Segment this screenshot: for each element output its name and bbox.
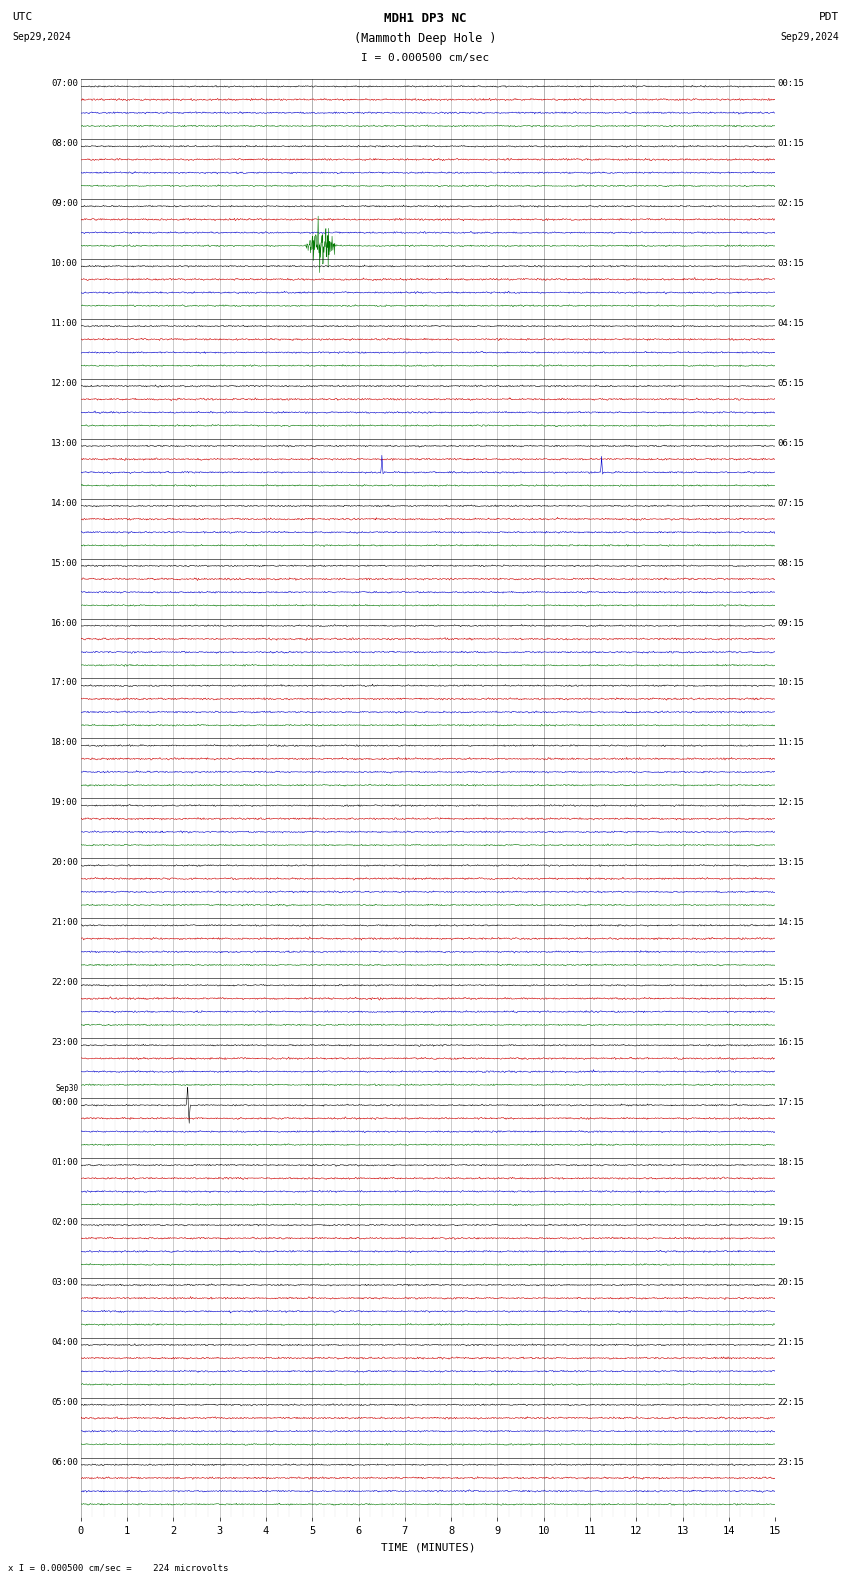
Text: 23:00: 23:00 xyxy=(51,1038,78,1047)
Text: 19:15: 19:15 xyxy=(778,1218,805,1228)
Text: 06:15: 06:15 xyxy=(778,439,805,448)
Text: 13:15: 13:15 xyxy=(778,859,805,868)
Text: 03:15: 03:15 xyxy=(778,258,805,268)
Text: 14:00: 14:00 xyxy=(51,499,78,508)
Text: PDT: PDT xyxy=(819,11,839,22)
Text: 06:00: 06:00 xyxy=(51,1457,78,1467)
Text: 11:00: 11:00 xyxy=(51,318,78,328)
Text: 16:15: 16:15 xyxy=(778,1038,805,1047)
Text: 12:15: 12:15 xyxy=(778,798,805,808)
Text: 02:00: 02:00 xyxy=(51,1218,78,1228)
Text: Sep29,2024: Sep29,2024 xyxy=(780,32,839,43)
Text: Sep30: Sep30 xyxy=(55,1083,78,1093)
Text: 14:15: 14:15 xyxy=(778,919,805,927)
Text: 03:00: 03:00 xyxy=(51,1278,78,1286)
Text: 01:00: 01:00 xyxy=(51,1158,78,1167)
Text: 15:15: 15:15 xyxy=(778,979,805,987)
Text: 08:15: 08:15 xyxy=(778,559,805,567)
Text: 01:15: 01:15 xyxy=(778,139,805,149)
Text: 13:00: 13:00 xyxy=(51,439,78,448)
Text: 16:00: 16:00 xyxy=(51,619,78,627)
Text: 00:15: 00:15 xyxy=(778,79,805,89)
Text: 23:15: 23:15 xyxy=(778,1457,805,1467)
Text: MDH1 DP3 NC: MDH1 DP3 NC xyxy=(383,11,467,25)
Text: 05:00: 05:00 xyxy=(51,1397,78,1407)
Text: 02:15: 02:15 xyxy=(778,200,805,208)
Text: (Mammoth Deep Hole ): (Mammoth Deep Hole ) xyxy=(354,32,496,46)
Text: 11:15: 11:15 xyxy=(778,738,805,748)
Text: 22:15: 22:15 xyxy=(778,1397,805,1407)
Text: Sep29,2024: Sep29,2024 xyxy=(12,32,71,43)
Text: UTC: UTC xyxy=(12,11,32,22)
Text: 08:00: 08:00 xyxy=(51,139,78,149)
Text: 18:00: 18:00 xyxy=(51,738,78,748)
Text: 21:00: 21:00 xyxy=(51,919,78,927)
Text: 09:15: 09:15 xyxy=(778,619,805,627)
Text: 15:00: 15:00 xyxy=(51,559,78,567)
Text: 04:00: 04:00 xyxy=(51,1337,78,1346)
Text: 22:00: 22:00 xyxy=(51,979,78,987)
Text: 17:00: 17:00 xyxy=(51,678,78,687)
Text: 05:15: 05:15 xyxy=(778,379,805,388)
Text: I = 0.000500 cm/sec: I = 0.000500 cm/sec xyxy=(361,52,489,63)
Text: 10:15: 10:15 xyxy=(778,678,805,687)
Text: 20:15: 20:15 xyxy=(778,1278,805,1286)
Text: 10:00: 10:00 xyxy=(51,258,78,268)
Text: 12:00: 12:00 xyxy=(51,379,78,388)
Text: 07:00: 07:00 xyxy=(51,79,78,89)
Text: 17:15: 17:15 xyxy=(778,1098,805,1107)
Text: x I = 0.000500 cm/sec =    224 microvolts: x I = 0.000500 cm/sec = 224 microvolts xyxy=(8,1563,229,1573)
Text: 07:15: 07:15 xyxy=(778,499,805,508)
Text: 19:00: 19:00 xyxy=(51,798,78,808)
Text: 04:15: 04:15 xyxy=(778,318,805,328)
Text: 18:15: 18:15 xyxy=(778,1158,805,1167)
Text: 00:00: 00:00 xyxy=(51,1098,78,1107)
Text: 21:15: 21:15 xyxy=(778,1337,805,1346)
Text: 20:00: 20:00 xyxy=(51,859,78,868)
Text: 09:00: 09:00 xyxy=(51,200,78,208)
X-axis label: TIME (MINUTES): TIME (MINUTES) xyxy=(381,1543,475,1552)
